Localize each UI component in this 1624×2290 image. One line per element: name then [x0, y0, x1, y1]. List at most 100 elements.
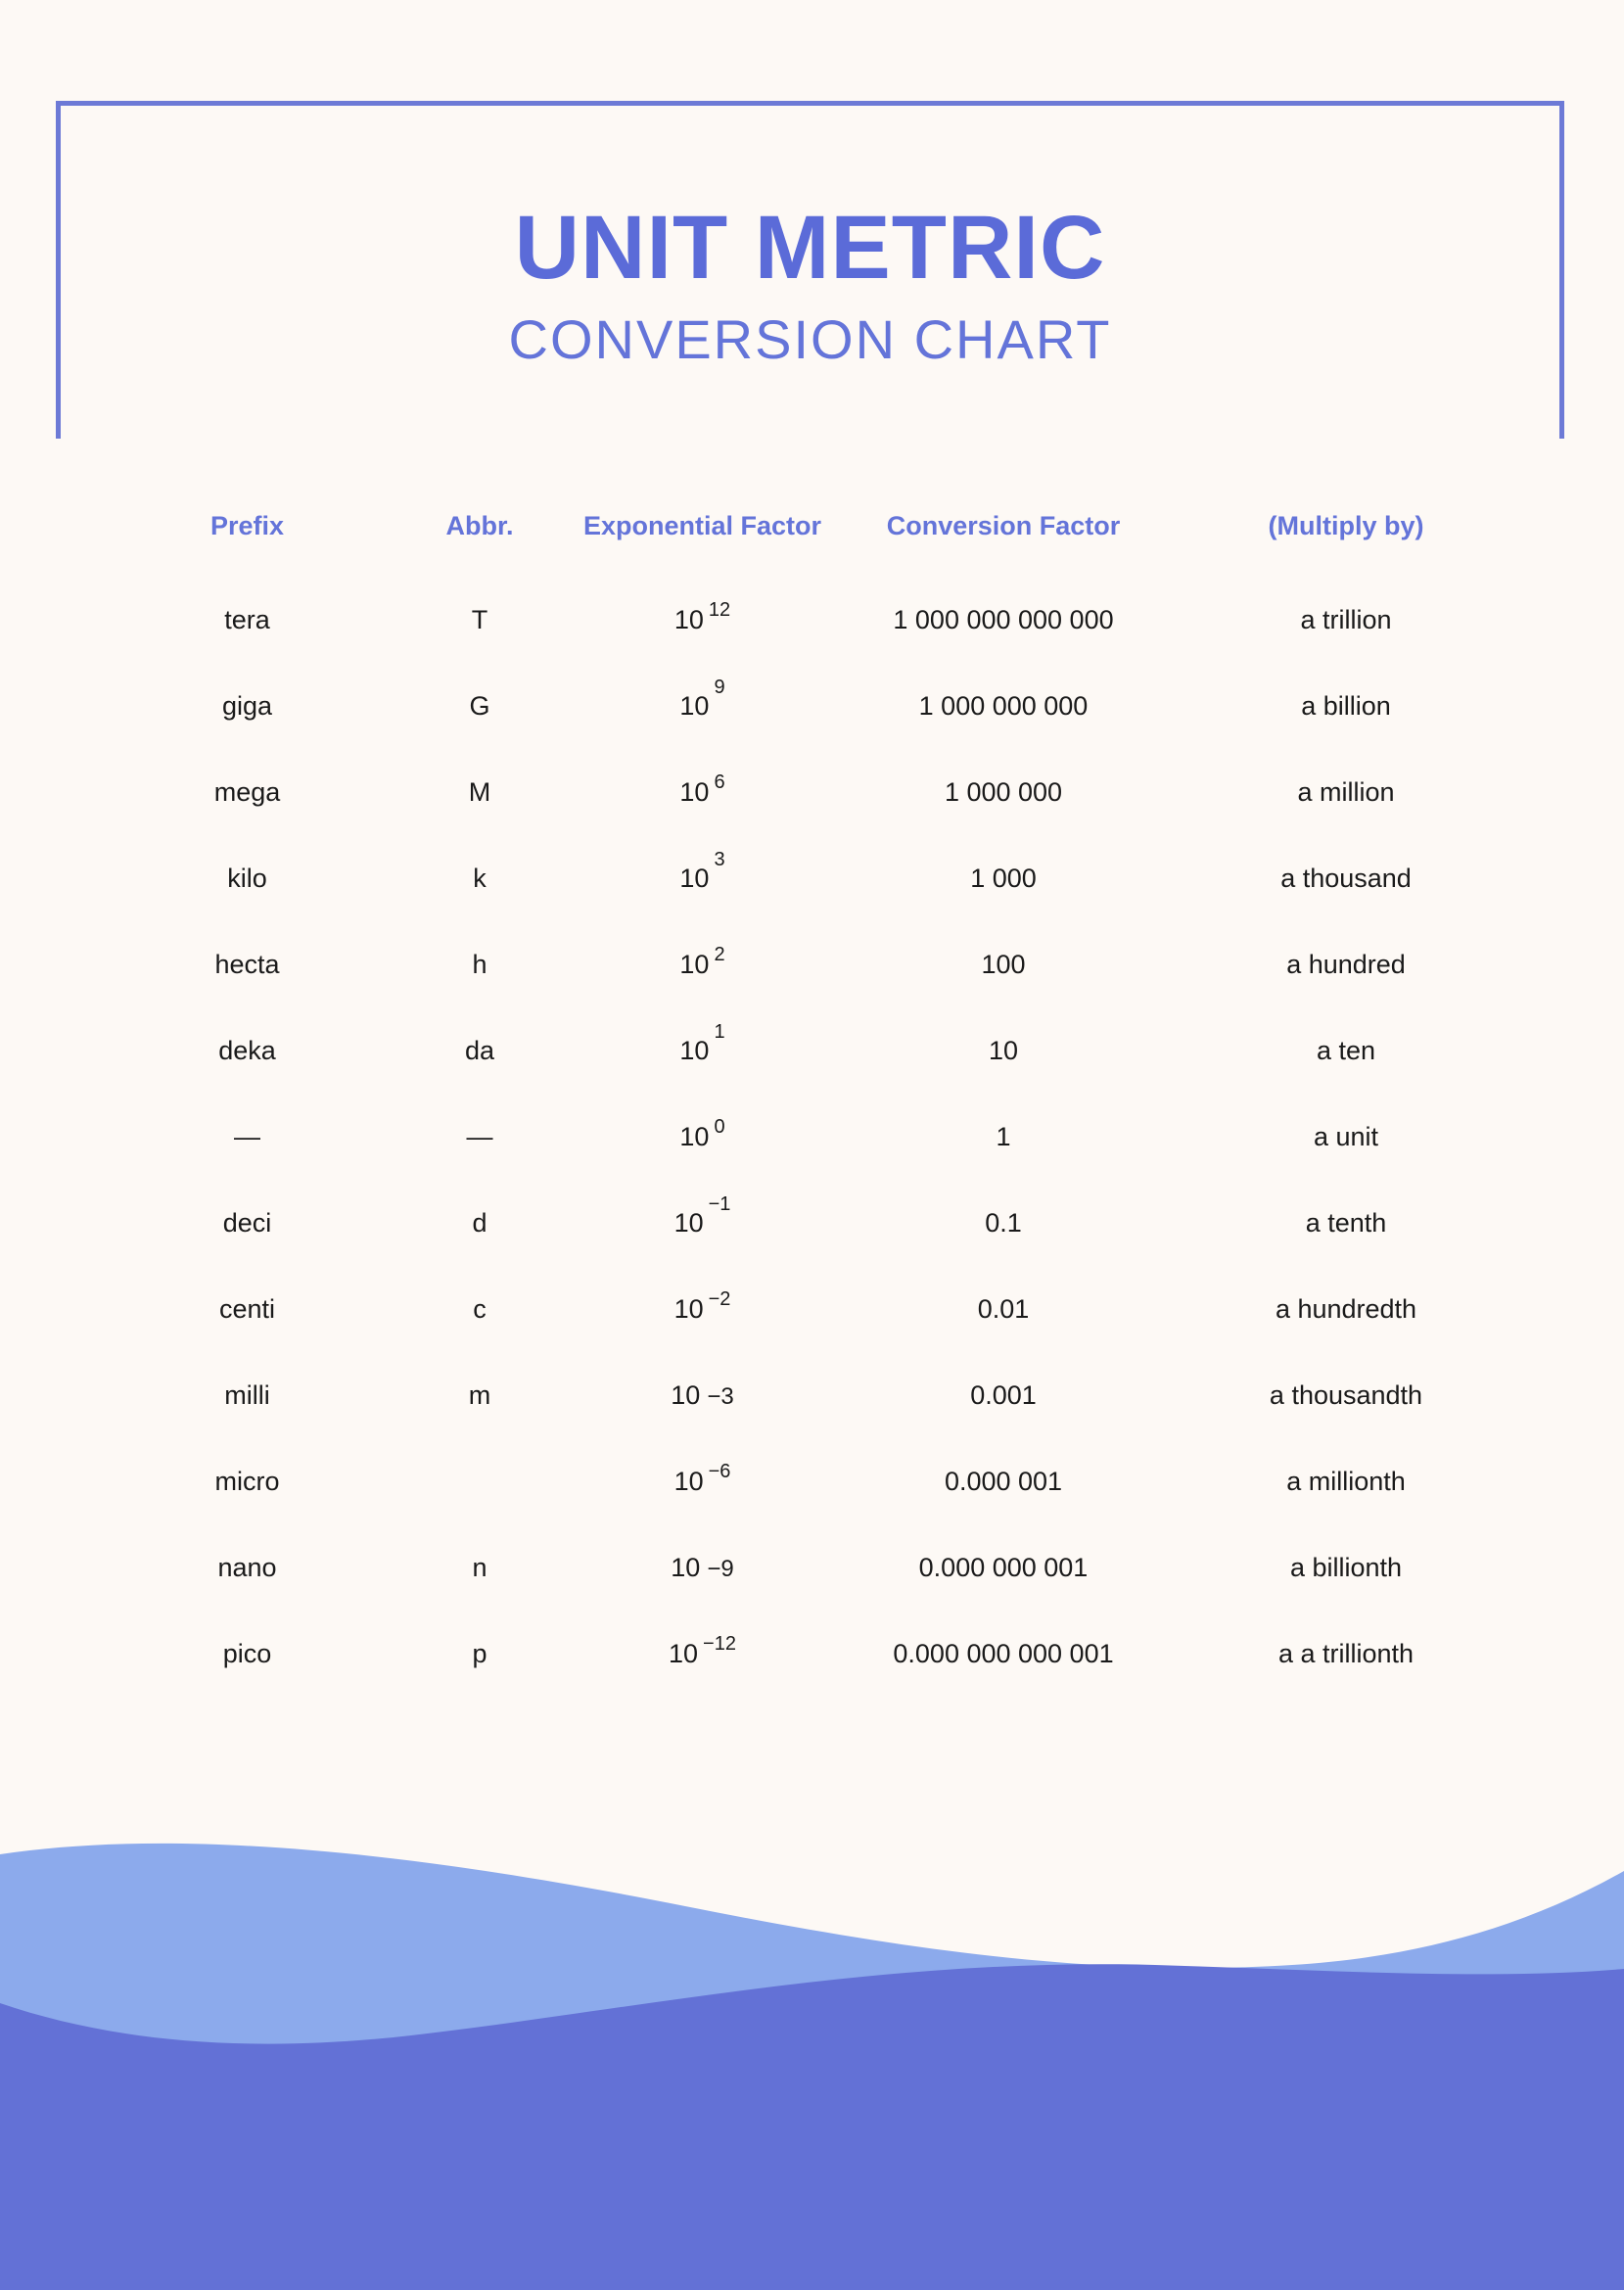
cell-conversion-factor: 1 000: [970, 864, 1037, 894]
cell-abbr: M: [468, 777, 491, 808]
cell-conversion-factor: 0.000 000 000 001: [893, 1639, 1114, 1669]
exponential-expression: 10 −6: [673, 1461, 731, 1497]
exponent-power: 3: [714, 849, 725, 871]
cell-prefix: hecta: [214, 950, 280, 980]
cell-prefix: giga: [221, 691, 273, 722]
exponent-power: 9: [714, 677, 725, 699]
exponent-power: 12: [708, 599, 731, 622]
cell-exponential-factor: 10 2: [582, 922, 822, 1008]
exponent-power: −6: [708, 1461, 731, 1483]
exponent-power: −3: [707, 1383, 734, 1411]
cell-exponential-factor: 10 0: [582, 1095, 822, 1181]
exponent-base: 10: [679, 864, 710, 894]
cell-abbr: k: [473, 864, 487, 894]
exponential-expression: 10−1: [674, 1193, 731, 1238]
cell-exponential-factor: 10 6: [582, 750, 822, 836]
exponent-base: 10: [679, 1036, 710, 1066]
column-header-multiply-by: (Multiply by): [1268, 511, 1424, 540]
cell-multiply-by: a billion: [1301, 691, 1391, 722]
cell-conversion-factor: 0.1: [985, 1208, 1022, 1238]
exponential-expression: 10 −9: [671, 1553, 733, 1583]
cell-exponential-factor: 10 −2: [582, 1267, 822, 1353]
exponent-power: −2: [708, 1288, 731, 1311]
exponential-expression: 10 6: [679, 771, 724, 808]
exponent-base: 10: [679, 777, 710, 808]
cell-multiply-by: a thousandth: [1269, 1380, 1423, 1411]
cell-conversion-factor: 0.000 000 001: [918, 1553, 1089, 1583]
cell-abbr: da: [464, 1036, 495, 1066]
table-row: milli m 10 −3 0.001 a thousandth: [117, 1353, 1508, 1439]
cell-multiply-by: a a trillionth: [1277, 1639, 1415, 1669]
cell-abbr: c: [473, 1294, 487, 1325]
cell-prefix: centi: [218, 1294, 276, 1325]
page-title: UNIT METRIC: [514, 197, 1106, 298]
exponent-base: 10: [679, 1122, 710, 1152]
exponent-base: 10: [673, 1467, 704, 1497]
exponent-power: 1: [714, 1021, 725, 1044]
wave-light-shape: [0, 1843, 1624, 2290]
cell-exponential-factor: 10 −12: [582, 1612, 822, 1698]
cell-prefix: —: [234, 1122, 260, 1152]
cell-conversion-factor: 0.01: [977, 1294, 1030, 1325]
cell-prefix: deci: [222, 1208, 272, 1238]
cell-conversion-factor: 0.000 001: [944, 1467, 1063, 1497]
cell-exponential-factor: 10−1: [582, 1181, 822, 1267]
exponent-base: 10: [679, 950, 710, 980]
cell-abbr: G: [469, 691, 490, 722]
cell-conversion-factor: 1 000 000 000 000: [893, 605, 1114, 635]
wave-dark-shape: [0, 1964, 1624, 2290]
exponential-expression: 10 −2: [673, 1288, 731, 1325]
exponent-power: 6: [714, 771, 725, 794]
cell-exponential-factor: 101: [582, 1008, 822, 1095]
cell-multiply-by: a hundredth: [1275, 1294, 1417, 1325]
cell-prefix: micro: [214, 1467, 280, 1497]
cell-abbr: p: [472, 1639, 487, 1669]
table-row: centi c 10 −2 0.01 a hundredth: [117, 1267, 1508, 1353]
cell-multiply-by: a ten: [1316, 1036, 1376, 1066]
exponent-base: 10: [671, 1380, 701, 1411]
exponent-base: 10: [673, 1294, 704, 1325]
cell-multiply-by: a trillion: [1300, 605, 1392, 635]
wave-decoration: [0, 1800, 1624, 2290]
cell-multiply-by: a unit: [1313, 1122, 1379, 1152]
exponent-base: 10: [671, 1553, 701, 1583]
cell-abbr: —: [466, 1122, 493, 1152]
table-header-row: Prefix Abbr. Exponential Factor Conversi…: [117, 509, 1508, 578]
cell-exponential-factor: 10 −6: [582, 1439, 822, 1525]
cell-exponential-factor: 10 12: [582, 578, 822, 664]
exponent-power: −1: [708, 1193, 731, 1216]
exponential-expression: 103: [679, 849, 724, 894]
cell-abbr: m: [468, 1380, 491, 1411]
cell-conversion-factor: 100: [981, 950, 1026, 980]
cell-prefix: mega: [213, 777, 281, 808]
exponential-expression: 10 0: [679, 1116, 724, 1152]
exponential-expression: 10 2: [679, 944, 724, 980]
cell-prefix: milli: [224, 1380, 270, 1411]
cell-exponential-factor: 10 −9: [582, 1525, 822, 1612]
metric-conversion-table: Prefix Abbr. Exponential Factor Conversi…: [117, 509, 1508, 1698]
table-row: nano n 10 −9 0.000 000 001 a billionth: [117, 1525, 1508, 1612]
exponent-base: 10: [679, 691, 710, 722]
cell-conversion-factor: 1 000 000: [944, 777, 1063, 808]
cell-prefix: pico: [222, 1639, 272, 1669]
table-header: Prefix Abbr. Exponential Factor Conversi…: [117, 509, 1508, 578]
cell-exponential-factor: 103: [582, 836, 822, 922]
exponential-expression: 10 12: [673, 599, 730, 635]
table-row: giga G 109 1 000 000 000 a billion: [117, 664, 1508, 750]
exponential-expression: 109: [679, 677, 724, 722]
cell-abbr: h: [472, 950, 487, 980]
exponential-expression: 10 −12: [669, 1633, 736, 1669]
table-row: micro 10 −6 0.000 001 a millionth: [117, 1439, 1508, 1525]
exponent-power: −12: [703, 1633, 736, 1656]
title-frame: UNIT METRIC CONVERSION CHART: [56, 101, 1564, 439]
table-row: hecta h 10 2 100 a hundred: [117, 922, 1508, 1008]
column-header-conversion-factor: Conversion Factor: [886, 511, 1121, 540]
table-row: deka da 101 10 a ten: [117, 1008, 1508, 1095]
exponential-expression: 10 −3: [671, 1380, 733, 1411]
cell-multiply-by: a hundred: [1286, 950, 1406, 980]
table-row: mega M 10 6 1 000 000 a million: [117, 750, 1508, 836]
wave-svg: [0, 1843, 1624, 2290]
cell-prefix: kilo: [227, 864, 267, 894]
exponent-base: 10: [673, 605, 704, 635]
cell-conversion-factor: 1: [996, 1122, 1011, 1152]
